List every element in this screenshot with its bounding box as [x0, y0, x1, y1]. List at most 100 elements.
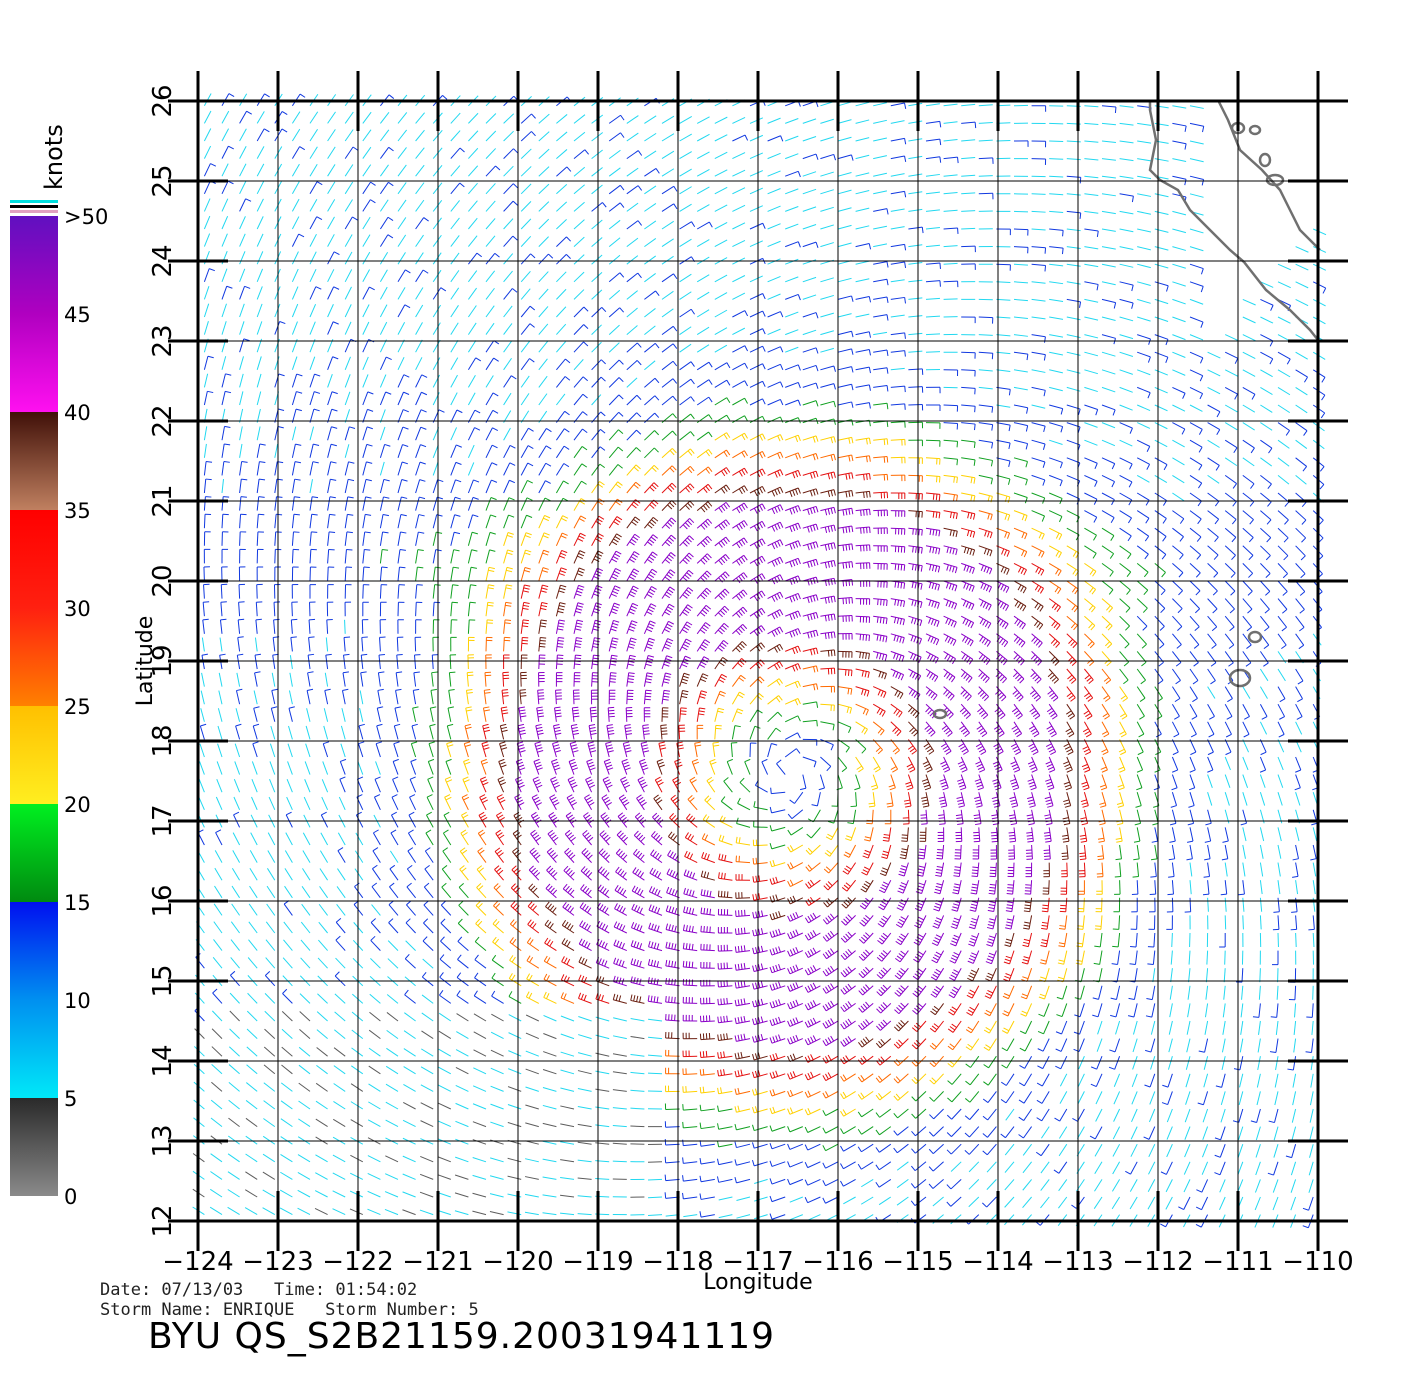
wind-barb-flag — [789, 879, 794, 886]
wind-barb-flag — [636, 960, 639, 967]
wind-barb-flag — [769, 931, 773, 938]
wind-barb-flag — [589, 784, 596, 789]
wind-barb-flag — [562, 515, 569, 519]
wind-barb-flag — [706, 926, 708, 933]
wind-barb-flag — [797, 399, 801, 406]
wind-barb — [626, 516, 636, 529]
wind-barb — [654, 779, 663, 793]
wind-barb — [626, 637, 632, 652]
wind-barb-flag — [651, 519, 657, 524]
wind-barb — [291, 356, 298, 370]
wind-barb-flag — [439, 954, 445, 960]
wind-barb — [571, 707, 575, 722]
wind-barb-flag — [618, 941, 623, 948]
wind-barb — [437, 1120, 452, 1128]
wind-barb-flag — [409, 776, 416, 780]
wind-barb-flag — [758, 592, 763, 598]
wind-barb-flag — [726, 414, 731, 421]
wind-barb — [767, 695, 779, 705]
wind-barb — [714, 432, 727, 441]
wind-barb — [809, 862, 821, 872]
wind-barb — [402, 1191, 416, 1198]
wind-barb — [503, 392, 512, 406]
wind-barb-flag — [558, 619, 565, 622]
wind-barb-flag — [688, 961, 691, 968]
wind-barb — [615, 853, 628, 863]
wind-barb — [515, 761, 522, 775]
wind-barb-flag — [647, 977, 650, 984]
wind-barb — [794, 791, 804, 804]
wind-barb — [591, 272, 603, 283]
wind-barb-flag — [601, 941, 606, 948]
wind-barb — [771, 862, 786, 868]
wind-barb — [362, 496, 367, 511]
wind-barb-flag — [505, 604, 512, 607]
wind-barb — [467, 584, 471, 599]
wind-barb-flag — [804, 986, 809, 993]
wind-barb-flag — [532, 814, 539, 819]
wind-barb-flag — [478, 867, 484, 873]
wind-barb-flag — [332, 356, 339, 360]
wind-barb — [221, 198, 229, 212]
wind-barb-flag — [709, 758, 716, 763]
wind-barb-flag — [583, 976, 588, 983]
wind-barb-flag — [743, 554, 748, 561]
wind-barb — [379, 549, 383, 564]
wind-barb — [767, 223, 781, 230]
wind-barb — [220, 584, 223, 599]
wind-barb-flag — [488, 569, 495, 573]
wind-barb — [203, 145, 212, 159]
wind-barb-flag — [723, 538, 728, 544]
wind-barb — [520, 131, 532, 142]
wind-barb — [732, 204, 746, 212]
wind-barb-flag — [586, 942, 591, 949]
wind-barb — [661, 273, 674, 283]
wind-barb-flag — [663, 689, 671, 692]
wind-barb — [432, 374, 441, 388]
wind-barb — [397, 252, 406, 265]
wind-barb — [379, 461, 385, 476]
wind-barb-flag — [653, 960, 657, 967]
wind-barb-flag — [762, 328, 766, 335]
wind-barb-flag — [627, 663, 634, 666]
wind-barb — [661, 638, 669, 652]
wind-barb — [221, 443, 225, 458]
wind-barb-flag — [703, 925, 705, 933]
wind-barb — [714, 484, 727, 494]
wind-barb-flag — [501, 706, 508, 709]
wind-barb-flag — [792, 1018, 796, 1025]
wind-barb-flag — [815, 435, 819, 442]
wind-barb-flag — [789, 1089, 794, 1096]
wind-barb-flag — [586, 834, 592, 840]
wind-barb — [239, 251, 246, 265]
wind-barb — [648, 946, 663, 952]
wind-barb — [335, 939, 346, 951]
wind-barb-flag — [753, 613, 758, 619]
wind-barb-flag — [576, 608, 583, 611]
wind-barb-flag — [491, 479, 498, 483]
wind-barb — [802, 171, 817, 177]
wind-barb-flag — [701, 626, 708, 632]
wind-barb — [753, 879, 768, 883]
wind-barb-flag — [804, 1109, 809, 1116]
wind-barb-flag — [551, 779, 558, 783]
wind-barb — [584, 797, 593, 811]
wind-barb-flag — [633, 551, 640, 556]
wind-barb-flag — [543, 532, 550, 536]
wind-barb-flag — [739, 691, 745, 696]
wind-barb-flag — [330, 443, 337, 447]
wind-barb-flag — [743, 520, 748, 526]
wind-barb-flag — [744, 380, 749, 387]
wind-barb-flag — [735, 836, 738, 843]
wind-barb-flag — [463, 779, 470, 783]
wind-barb-flag — [761, 555, 766, 562]
wind-barb-flag — [797, 452, 801, 459]
wind-barb — [291, 444, 296, 458]
wind-barb — [771, 950, 786, 956]
wind-barb-flag — [616, 922, 620, 929]
wind-barb — [562, 906, 575, 916]
wind-barb-flag — [578, 938, 583, 945]
wind-barb — [432, 584, 436, 599]
wind-barb-flag — [812, 648, 816, 655]
